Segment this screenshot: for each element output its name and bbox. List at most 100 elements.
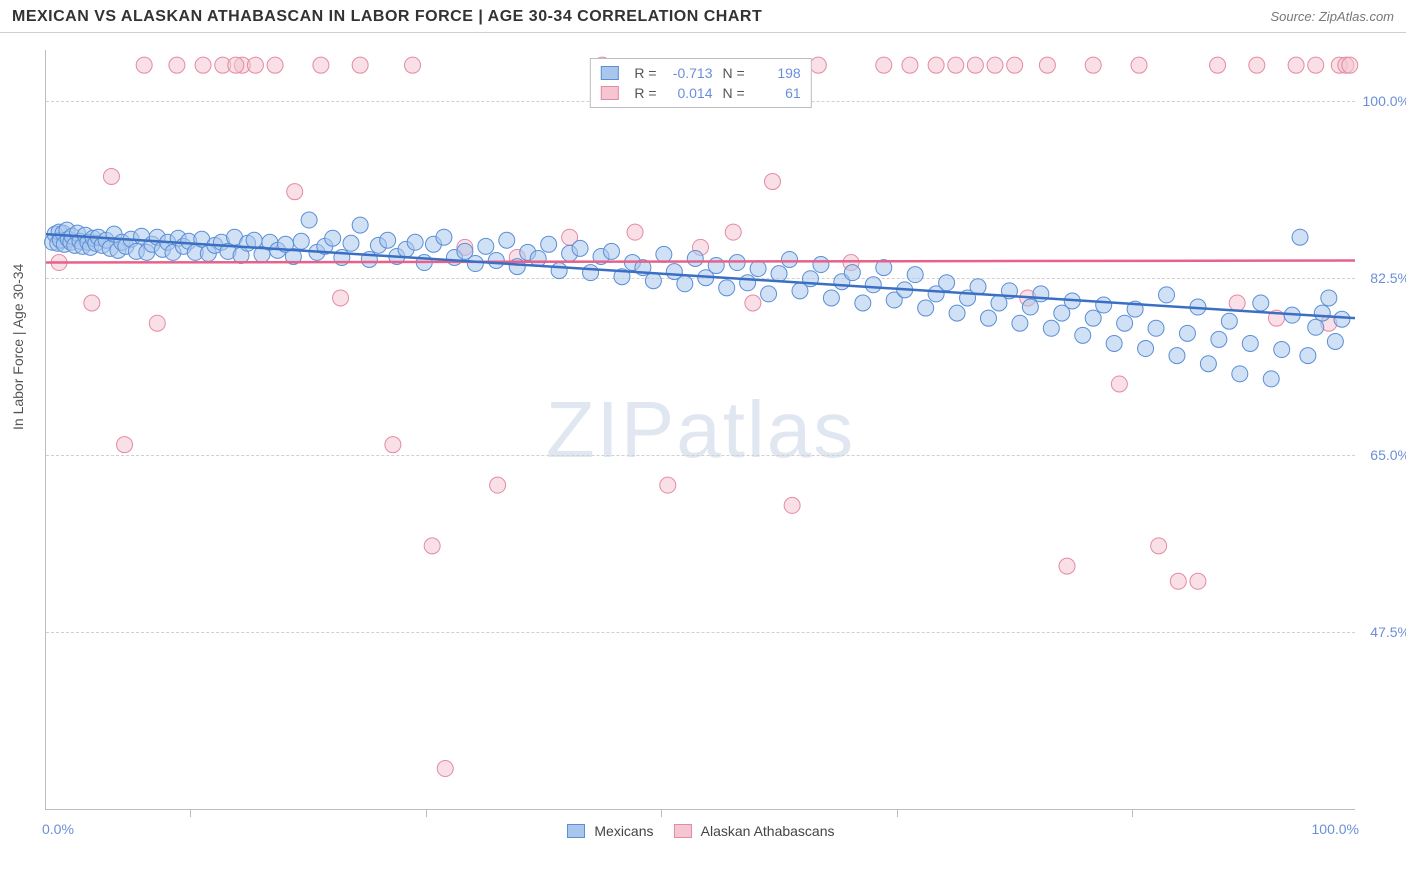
data-point — [405, 57, 421, 73]
data-point — [293, 233, 309, 249]
data-point — [246, 232, 262, 248]
data-point — [656, 246, 672, 262]
data-point — [1263, 371, 1279, 387]
data-point — [1085, 57, 1101, 73]
x-tick — [661, 809, 662, 817]
data-point — [343, 235, 359, 251]
y-tick-label: 47.5% — [1360, 624, 1406, 640]
plot-area: ZIPatlas 100.0%82.5%65.0%47.5% R = -0.71… — [45, 50, 1355, 810]
data-point — [1300, 348, 1316, 364]
data-point — [782, 251, 798, 267]
data-point — [1169, 348, 1185, 364]
data-point — [436, 229, 452, 245]
data-point — [1148, 320, 1164, 336]
data-point — [1221, 313, 1237, 329]
data-point — [1170, 573, 1186, 589]
data-point — [1211, 331, 1227, 347]
data-point — [1242, 335, 1258, 351]
value-n-2: 61 — [755, 85, 801, 101]
data-point — [1039, 57, 1055, 73]
label-n: N = — [723, 85, 745, 101]
data-point — [761, 286, 777, 302]
data-point — [1229, 295, 1245, 311]
data-point — [530, 250, 546, 266]
legend-swatch-1 — [566, 824, 584, 838]
stats-row-series-2: R = 0.014 N = 61 — [600, 83, 800, 103]
data-point — [987, 57, 1003, 73]
data-point — [967, 57, 983, 73]
data-point — [1232, 366, 1248, 382]
value-r-1: -0.713 — [667, 65, 713, 81]
data-point — [740, 275, 756, 291]
data-point — [764, 174, 780, 190]
data-point — [750, 261, 766, 277]
legend-label-1: Mexicans — [594, 823, 653, 839]
data-point — [267, 57, 283, 73]
data-point — [907, 267, 923, 283]
chart-canvas — [46, 50, 1355, 809]
data-point — [84, 295, 100, 311]
data-point — [287, 184, 303, 200]
data-point — [948, 57, 964, 73]
data-point — [1106, 335, 1122, 351]
data-point — [437, 761, 453, 777]
data-point — [407, 234, 423, 250]
data-point — [677, 276, 693, 292]
data-point — [823, 290, 839, 306]
x-axis-min-label: 0.0% — [42, 821, 74, 837]
data-point — [1179, 325, 1195, 341]
data-point — [467, 256, 483, 272]
data-point — [228, 57, 244, 73]
data-point — [1327, 333, 1343, 349]
data-point — [541, 236, 557, 252]
data-point — [719, 280, 735, 296]
data-point — [660, 477, 676, 493]
data-point — [855, 295, 871, 311]
data-point — [1096, 297, 1112, 313]
legend-label-2: Alaskan Athabascans — [701, 823, 835, 839]
legend-bottom: Mexicans Alaskan Athabascans — [566, 823, 834, 839]
data-point — [1059, 558, 1075, 574]
x-axis-max-label: 100.0% — [1312, 821, 1359, 837]
data-point — [1288, 57, 1304, 73]
data-point — [247, 57, 263, 73]
data-point — [918, 300, 934, 316]
data-point — [708, 258, 724, 274]
data-point — [583, 265, 599, 281]
data-point — [1007, 57, 1023, 73]
data-point — [499, 232, 515, 248]
data-point — [551, 263, 567, 279]
chart-title: MEXICAN VS ALASKAN ATHABASCAN IN LABOR F… — [12, 8, 762, 26]
data-point — [1117, 315, 1133, 331]
stats-legend-box: R = -0.713 N = 198 R = 0.014 N = 61 — [589, 58, 811, 108]
data-point — [813, 257, 829, 273]
data-point — [902, 57, 918, 73]
data-point — [195, 57, 211, 73]
data-point — [1151, 538, 1167, 554]
data-point — [939, 275, 955, 291]
data-point — [1200, 356, 1216, 372]
data-point — [810, 57, 826, 73]
data-point — [1321, 290, 1337, 306]
swatch-series-1 — [600, 66, 618, 80]
data-point — [1012, 315, 1028, 331]
y-tick-label: 100.0% — [1360, 93, 1406, 109]
value-n-1: 198 — [755, 65, 801, 81]
data-point — [572, 240, 588, 256]
value-r-2: 0.014 — [667, 85, 713, 101]
data-point — [352, 217, 368, 233]
chart-source: Source: ZipAtlas.com — [1270, 9, 1394, 24]
data-point — [603, 243, 619, 259]
data-point — [1249, 57, 1265, 73]
x-tick — [897, 809, 898, 817]
data-point — [385, 437, 401, 453]
y-tick-label: 82.5% — [1360, 270, 1406, 286]
data-point — [771, 266, 787, 282]
data-point — [169, 57, 185, 73]
data-point — [1159, 287, 1175, 303]
data-point — [1274, 342, 1290, 358]
data-point — [1022, 299, 1038, 315]
label-r: R = — [634, 85, 656, 101]
data-point — [1190, 573, 1206, 589]
stats-row-series-1: R = -0.713 N = 198 — [600, 63, 800, 83]
